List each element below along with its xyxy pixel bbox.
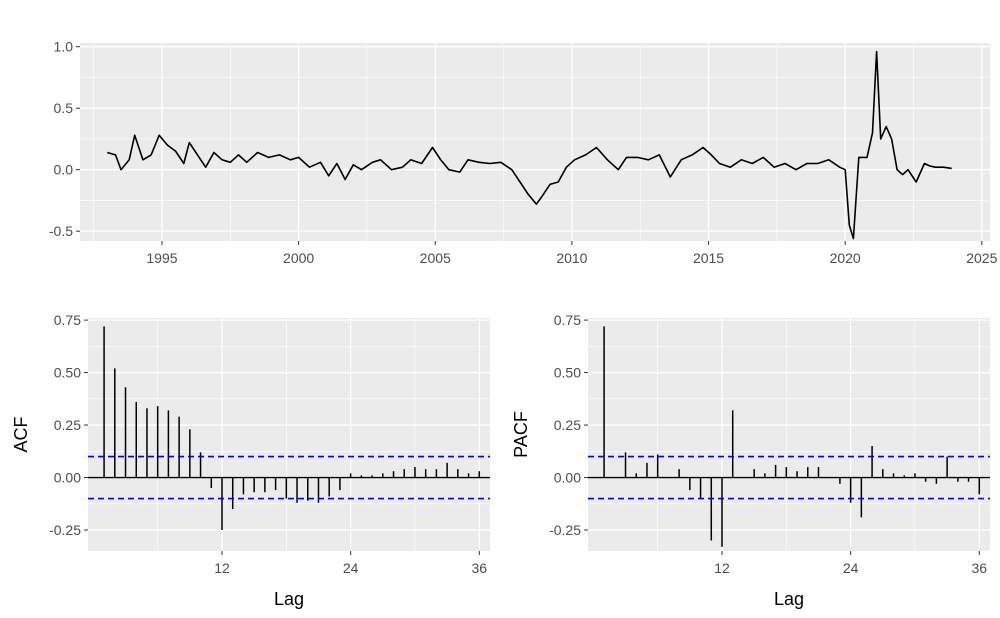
timeseries-x-tick-label: 2005: [420, 250, 451, 266]
pacf-x-tick-label: 12: [714, 560, 730, 576]
timeseries-y-tick-label: 1.0: [54, 39, 74, 55]
acf-x-tick-label: 36: [471, 560, 487, 576]
timeseries-series-line: [107, 50, 952, 240]
timeseries-x-tick-label: 1995: [146, 250, 177, 266]
acf-panel: -0.25 0.00 0.25 0.50 0.75 12 24 36 Lag ACF: [11, 312, 490, 609]
pacf-y-tick-label: 0.75: [554, 312, 581, 328]
timeseries-y-tick-label: 0.0: [54, 162, 74, 178]
timeseries-plot-background: [80, 43, 990, 241]
timeseries-x-tick-label: 2025: [966, 250, 997, 266]
pacf-y-tick-label: -0.25: [549, 522, 581, 538]
acf-y-axis-title: ACF: [11, 416, 31, 452]
acf-plot-background: [88, 318, 490, 551]
timeseries-x-tick-label: 2010: [556, 250, 587, 266]
acf-y-tick-label: 0.50: [54, 365, 81, 381]
timeseries-panel: -0.5 0.0 0.5 1.0 1995 2000 2005 2010 2015 2020 202…: [49, 39, 998, 266]
acf-x-tick-label: 24: [343, 560, 359, 576]
acf-y-tick-label: 0.00: [54, 470, 81, 486]
pacf-panel: -0.25 0.00 0.25 0.50 0.75 12 24 36 Lag PACF: [511, 312, 990, 609]
acf-y-tick-label: 0.25: [54, 417, 81, 433]
acf-y-tick-label: 0.75: [54, 312, 81, 328]
acf-x-axis-title: Lag: [274, 589, 304, 609]
pacf-y-tick-label: 0.50: [554, 365, 581, 381]
pacf-y-axis-title: PACF: [511, 411, 531, 458]
timeseries-x-tick-label: 2015: [693, 250, 724, 266]
pacf-y-tick-label: 0.25: [554, 417, 581, 433]
pacf-plot-background: [588, 318, 990, 551]
timeseries-x-tick-label: 2020: [830, 250, 861, 266]
timeseries-y-tick-label: -0.5: [49, 223, 73, 239]
acf-y-tick-label: -0.25: [49, 522, 81, 538]
acf-x-tick-label: 12: [214, 560, 230, 576]
timeseries-x-tick-label: 2000: [283, 250, 314, 266]
pacf-y-tick-label: 0.00: [554, 470, 581, 486]
pacf-x-axis-title: Lag: [774, 589, 804, 609]
pacf-x-tick-label: 36: [971, 560, 987, 576]
timeseries-y-tick-label: 0.5: [54, 100, 74, 116]
pacf-x-tick-label: 24: [843, 560, 859, 576]
